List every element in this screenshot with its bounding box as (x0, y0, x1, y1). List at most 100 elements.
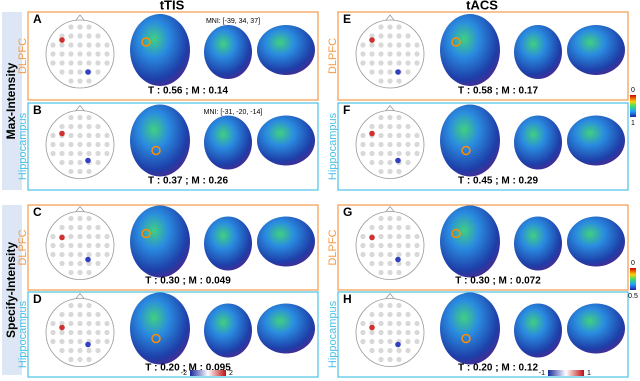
panel-frame (27, 102, 319, 191)
electrode (95, 150, 101, 157)
mni: MNI: [-39, 34, 37] (206, 18, 260, 25)
electrode (68, 51, 74, 57)
electrode (378, 233, 384, 240)
electrode (59, 51, 65, 57)
electrode (378, 132, 384, 139)
electrode (387, 24, 393, 30)
electrode (360, 320, 366, 327)
electrode (360, 141, 366, 148)
electrode (77, 51, 83, 57)
electrode (68, 224, 74, 231)
nose (75, 14, 85, 21)
electrode (68, 215, 74, 222)
brain-sagittal (257, 216, 315, 267)
electrode (77, 329, 83, 336)
electrode (95, 51, 101, 57)
electrode (387, 60, 393, 66)
nose (385, 104, 395, 111)
head (45, 110, 115, 179)
electrode (387, 159, 393, 166)
electrode (50, 150, 56, 157)
electrode (77, 224, 83, 231)
electrode (405, 233, 411, 240)
brain-axial (130, 104, 190, 177)
electrode (59, 320, 65, 327)
electrode (68, 24, 74, 30)
electrode (86, 123, 92, 130)
electrode (68, 159, 74, 166)
brain-sagittal (257, 303, 315, 354)
electrode (77, 215, 83, 222)
electrode (59, 338, 65, 345)
electrode (387, 356, 393, 363)
electrode (104, 141, 110, 148)
brain-coronal (204, 216, 252, 271)
electrode (86, 302, 92, 309)
electrode (387, 42, 393, 48)
electrode (104, 150, 110, 157)
electrode (378, 78, 384, 84)
electrode-active (85, 256, 91, 263)
electrode (378, 338, 384, 345)
brain-sagittal (257, 25, 315, 75)
electrode (77, 242, 83, 249)
electrode (387, 233, 393, 240)
electrode (369, 260, 375, 267)
electrode (104, 338, 110, 345)
electrode (369, 329, 375, 336)
target-label: Hippocampus (327, 300, 339, 368)
target-label: Hippocampus (17, 112, 29, 180)
electrode (378, 329, 384, 336)
result: T : 0.58 ; M : 0.17 (458, 86, 538, 97)
electrode-active (85, 157, 91, 164)
electrode (378, 69, 384, 75)
panel-frame (27, 291, 319, 378)
electrode (68, 60, 74, 66)
electrode (369, 347, 375, 354)
electrode (95, 141, 101, 148)
electrode (378, 269, 384, 276)
electrode (77, 78, 83, 84)
result: T : 0.20 ; M : 0.095 (145, 363, 231, 374)
head (355, 298, 425, 367)
electrode (369, 33, 375, 39)
electrode (86, 114, 92, 121)
electrode-active (59, 234, 65, 241)
electrode (59, 33, 65, 39)
brain-coronal (514, 25, 562, 79)
electrode (86, 356, 92, 363)
brain-coronal (204, 115, 252, 170)
electrode (59, 159, 65, 166)
row-label: Max-Intensity (4, 62, 18, 139)
head (45, 211, 115, 280)
colorbar (630, 95, 636, 117)
electrode (369, 150, 375, 157)
electrode (387, 141, 393, 148)
electrode-active (369, 324, 375, 331)
electrode (396, 242, 402, 249)
electrode (405, 123, 411, 130)
electrode (59, 251, 65, 258)
electrode (396, 150, 402, 157)
electrode (68, 150, 74, 157)
electrode (369, 338, 375, 345)
brain-coronal (204, 25, 252, 79)
row-band (2, 205, 22, 375)
electrode (405, 33, 411, 39)
electrode (405, 159, 411, 166)
electrode (387, 242, 393, 249)
electrode (68, 302, 74, 309)
target-label: DLPFC (17, 38, 29, 74)
nose (385, 205, 395, 212)
nose (75, 205, 85, 212)
target-label: DLPFC (327, 229, 339, 265)
electrode (95, 60, 101, 66)
electrode (59, 69, 65, 75)
electrode (50, 251, 56, 258)
brain-axial (440, 14, 500, 86)
electrode (369, 51, 375, 57)
electrode (68, 338, 74, 345)
electrode-active (59, 130, 65, 137)
electrode (360, 251, 366, 258)
electrode (387, 347, 393, 354)
